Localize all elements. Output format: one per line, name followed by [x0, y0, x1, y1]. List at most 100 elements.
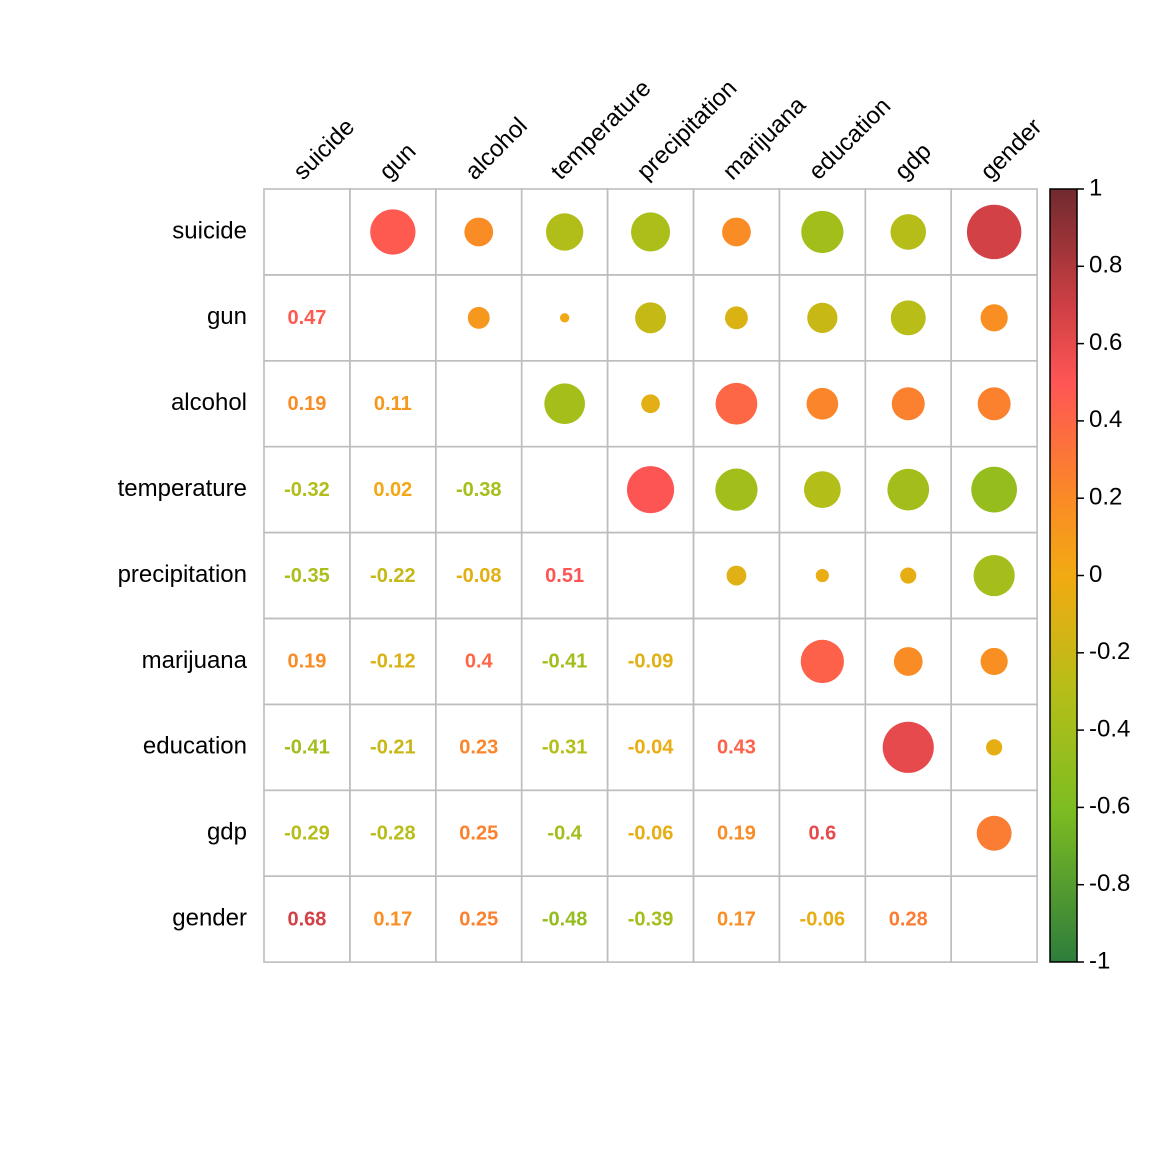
correlation-value: -0.22	[370, 565, 416, 587]
correlation-circle	[973, 554, 1015, 597]
colorbar-tick-label: -0.4	[1089, 715, 1130, 742]
correlation-value: -0.29	[284, 823, 330, 845]
correlation-circle	[815, 568, 829, 583]
correlation-value: -0.06	[628, 823, 674, 845]
correlation-circle	[807, 302, 838, 333]
column-label: marijuana	[718, 91, 812, 185]
colorbar-tick-label: 0	[1089, 561, 1102, 588]
correlation-value: 0.68	[287, 908, 326, 930]
correlation-value: -0.39	[628, 908, 674, 930]
correlation-value: -0.48	[542, 908, 588, 930]
correlation-circle	[971, 466, 1018, 513]
correlation-value: 0.43	[717, 737, 756, 759]
correlation-value: -0.4	[547, 823, 582, 845]
correlation-value: -0.32	[284, 479, 330, 501]
row-label: education	[143, 733, 247, 760]
correlation-circle	[980, 304, 1008, 332]
grid-cell	[692, 617, 781, 706]
correlation-value: 0.23	[459, 737, 498, 759]
grid-cell	[520, 445, 609, 534]
colorbar	[1049, 188, 1078, 963]
correlation-circle	[890, 214, 927, 250]
grid-cell	[778, 703, 867, 792]
colorbar-tick-label: -1	[1089, 947, 1110, 974]
correlation-value: 0.51	[545, 565, 584, 587]
row-label: gdp	[207, 819, 247, 846]
correlation-circle	[806, 387, 839, 420]
correlation-circle	[800, 639, 844, 684]
correlation-value: -0.09	[628, 651, 674, 673]
correlation-circle	[801, 210, 844, 254]
correlation-value: 0.17	[373, 908, 412, 930]
correlation-circle	[976, 815, 1012, 851]
correlation-value: 0.19	[287, 651, 326, 673]
column-label: suicide	[288, 113, 360, 185]
correlation-circle	[893, 647, 923, 676]
grid	[263, 188, 1038, 963]
correlation-circle	[725, 306, 748, 330]
correlation-circle	[641, 394, 660, 414]
row-label: gender	[172, 904, 247, 931]
column-labels: suicide gun alcohol temperatureprecipitatio…	[288, 75, 1047, 186]
colorbar-legend: 1 0.8 0.6 0.4 0.2 0 -0.2 -0.4 -0.6 -0.8 -1	[1049, 174, 1130, 974]
correlation-circle	[803, 471, 841, 509]
row-label: suicide	[172, 217, 247, 244]
correlation-value: 0.25	[459, 908, 498, 930]
correlation-circle	[626, 466, 675, 514]
row-label: precipitation	[118, 561, 247, 588]
correlation-value: -0.35	[284, 565, 330, 587]
grid-cell	[606, 531, 695, 620]
correlation-value: 0.02	[373, 479, 412, 501]
correlation-value: 0.11	[374, 393, 412, 415]
correlation-value: -0.28	[370, 823, 416, 845]
colorbar-tick-label: 0.8	[1089, 252, 1122, 279]
correlation-circles	[370, 204, 1022, 851]
colorbar-tick-label: -0.6	[1089, 793, 1130, 820]
correlation-circle	[635, 302, 667, 334]
correlation-value: -0.12	[370, 651, 416, 673]
correlation-value: 0.28	[889, 908, 928, 930]
correlation-circle	[986, 739, 1003, 756]
correlation-circle	[370, 209, 416, 255]
grid-cell	[263, 188, 351, 276]
row-label: temperature	[118, 475, 247, 502]
colorbar-tick-label: 0.6	[1089, 329, 1122, 356]
correlation-circle	[467, 306, 490, 329]
correlation-value: 0.25	[459, 823, 498, 845]
grid-cell	[864, 789, 952, 877]
colorbar-tick-label: 0.2	[1089, 484, 1122, 511]
correlation-circle	[559, 313, 570, 323]
column-label: gender	[975, 113, 1047, 185]
column-label: education	[804, 93, 897, 186]
correlation-circle	[631, 212, 671, 252]
correlation-circle	[545, 213, 584, 251]
correlation-values: 0.47 0.19 0.11 -0.32 0.02 -0.38 -0.35 -0.22 -0.0…	[284, 307, 928, 930]
column-label: alcohol	[460, 112, 533, 185]
correlation-circle	[891, 387, 925, 421]
correlation-value: -0.04	[628, 737, 674, 759]
correlation-circle	[464, 217, 494, 247]
grid-cell	[434, 359, 523, 448]
colorbar-tick-label: 0.4	[1089, 406, 1122, 433]
correlation-value: 0.4	[465, 651, 494, 673]
correlation-value: -0.06	[800, 908, 846, 930]
column-label: gdp	[889, 138, 936, 185]
correlation-value: 0.6	[808, 823, 836, 845]
correlation-circle	[715, 468, 758, 511]
correlation-value: -0.31	[542, 737, 588, 759]
correlation-circle	[726, 565, 747, 586]
correlation-value: -0.41	[542, 651, 588, 673]
correlation-value: -0.08	[456, 565, 502, 587]
row-labels: suicide gun alcohol temperature precipitatio…	[118, 217, 248, 931]
correlation-circle	[890, 300, 926, 336]
colorbar-tick-label: 1	[1089, 174, 1102, 201]
correlation-circle	[980, 647, 1008, 676]
correlation-value: -0.38	[456, 479, 502, 501]
column-label: gun	[374, 138, 421, 185]
correlation-value: 0.47	[287, 307, 326, 329]
correlation-circle	[977, 387, 1011, 421]
correlation-circle	[722, 217, 751, 247]
correlation-value: 0.17	[717, 908, 756, 930]
row-label: alcohol	[171, 389, 247, 416]
